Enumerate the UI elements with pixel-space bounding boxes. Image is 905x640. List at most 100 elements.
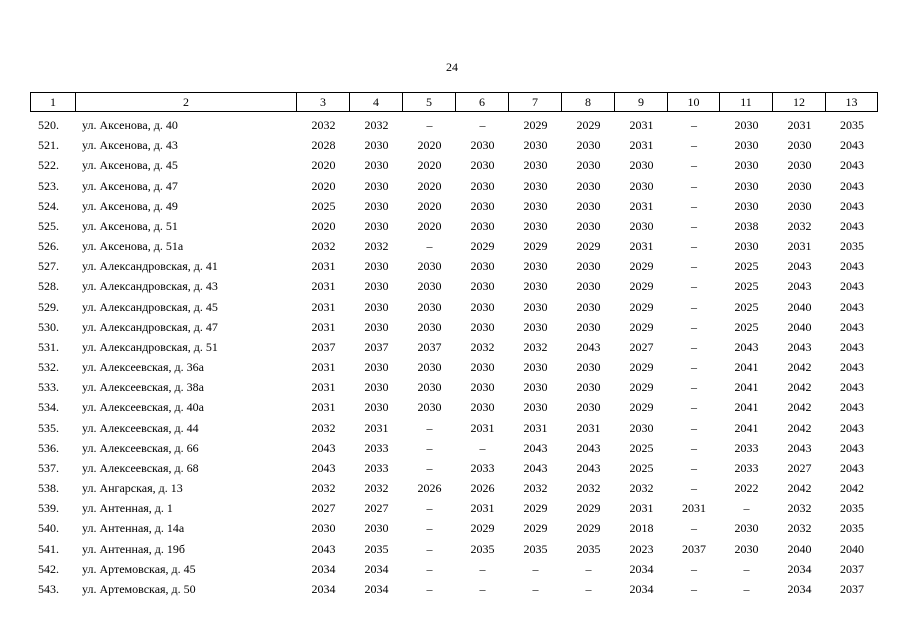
year-cell: 2031	[311, 319, 336, 334]
header-cell: 12	[772, 92, 826, 112]
year-cell: 2043	[840, 460, 864, 475]
year-cell: 2029	[523, 118, 548, 132]
year-cell: 2030	[734, 118, 759, 132]
year-cell: 2023	[629, 541, 654, 556]
year-cell: –	[426, 420, 433, 435]
row-number: 528.	[38, 279, 59, 294]
year-cell: 2032	[787, 521, 812, 536]
year-cell: –	[426, 239, 433, 254]
year-cell: –	[743, 581, 750, 596]
row-number: 532.	[38, 360, 59, 375]
year-cell: 2030	[734, 138, 759, 153]
year-cell: –	[691, 259, 697, 274]
year-cell: 2030	[523, 218, 548, 233]
year-cell: 2025	[629, 440, 654, 455]
year-cell: 2043	[840, 440, 864, 455]
row-number: 527.	[38, 259, 59, 274]
year-cell: 2018	[629, 521, 654, 536]
year-cell: 2030	[417, 259, 442, 274]
row-number: 530.	[38, 319, 59, 334]
year-cell: –	[691, 481, 697, 496]
year-cell: 2030	[470, 259, 495, 274]
header-cell: 3	[296, 92, 350, 112]
year-cell: 2032	[311, 118, 336, 132]
header-cell: 10	[667, 92, 720, 112]
year-cell: 2043	[840, 339, 864, 354]
header-cell: 11	[719, 92, 773, 112]
year-cell: 2043	[523, 460, 548, 475]
year-cell: 2022	[734, 481, 759, 496]
year-cell: 2030	[734, 198, 759, 213]
year-cell: 2020	[417, 178, 442, 193]
year-cell: –	[691, 319, 697, 334]
year-cell: 2031	[629, 138, 654, 153]
year-cell: 2042	[787, 481, 812, 496]
year-cell: 2034	[311, 561, 336, 576]
year-cell: 2040	[840, 541, 864, 556]
year-cell: 2028	[311, 138, 336, 153]
year-cell: 2043	[840, 218, 864, 233]
year-cell: 2043	[787, 259, 812, 274]
address: ул. Аксенова, д. 51	[82, 218, 178, 233]
year-cell: 2029	[629, 380, 654, 395]
year-cell: 2030	[576, 380, 601, 395]
year-cell: 2032	[311, 239, 336, 254]
row-number: 542.	[38, 561, 59, 576]
year-cell: 2034	[787, 581, 812, 596]
address: ул. Артемовская, д. 50	[82, 581, 196, 596]
year-cell: 2030	[364, 218, 389, 233]
year-cell: 2031	[682, 501, 706, 516]
header-cell: 7	[508, 92, 562, 112]
year-cell: 2032	[523, 481, 548, 496]
row-number: 533.	[38, 380, 59, 395]
year-cell: 2030	[523, 158, 548, 173]
header-cell: 13	[825, 92, 878, 112]
year-cell: 2030	[629, 178, 654, 193]
year-cell: 2033	[470, 460, 495, 475]
year-cell: 2020	[417, 138, 442, 153]
year-cell: 2041	[734, 400, 759, 415]
year-cell: 2030	[629, 158, 654, 173]
year-cell: 2030	[470, 198, 495, 213]
year-cell: 2030	[734, 521, 759, 536]
year-cell: 2031	[311, 279, 336, 294]
year-cell: 2035	[523, 541, 548, 556]
year-cell: –	[691, 581, 697, 596]
year-cell: 2041	[734, 380, 759, 395]
year-cell: 2025	[734, 259, 759, 274]
year-cell: 2037	[364, 339, 389, 354]
row-number: 534.	[38, 400, 59, 415]
year-cell: 2043	[840, 420, 864, 435]
year-cell: –	[479, 581, 486, 596]
year-cell: 2030	[364, 400, 389, 415]
year-cell: 2030	[364, 198, 389, 213]
row-number: 522.	[38, 158, 59, 173]
year-cell: 2032	[629, 481, 654, 496]
year-cell: 2032	[523, 339, 548, 354]
year-cell: –	[691, 339, 697, 354]
year-cell: 2041	[734, 360, 759, 375]
year-cell: 2030	[523, 178, 548, 193]
year-cell: 2031	[629, 198, 654, 213]
year-cell: 2032	[470, 339, 495, 354]
year-cell: 2030	[576, 218, 601, 233]
year-cell: 2030	[523, 319, 548, 334]
address: ул. Аксенова, д. 49	[82, 198, 178, 213]
header-cell: 4	[349, 92, 403, 112]
year-cell: 2031	[523, 420, 548, 435]
year-cell: 2043	[840, 380, 864, 395]
year-cell: –	[426, 541, 433, 556]
year-cell: 2030	[311, 521, 336, 536]
year-cell: 2031	[629, 239, 654, 254]
address: ул. Антенная, д. 14а	[82, 521, 185, 536]
year-cell: 2030	[364, 360, 389, 375]
year-cell: –	[691, 118, 697, 132]
header-cell: 8	[561, 92, 615, 112]
year-cell: 2043	[311, 440, 336, 455]
year-cell: 2033	[364, 440, 389, 455]
year-cell: –	[479, 440, 486, 455]
address: ул. Аксенова, д. 51а	[82, 239, 184, 254]
year-cell: 2029	[629, 279, 654, 294]
year-cell: 2030	[734, 158, 759, 173]
year-cell: 2030	[787, 178, 812, 193]
